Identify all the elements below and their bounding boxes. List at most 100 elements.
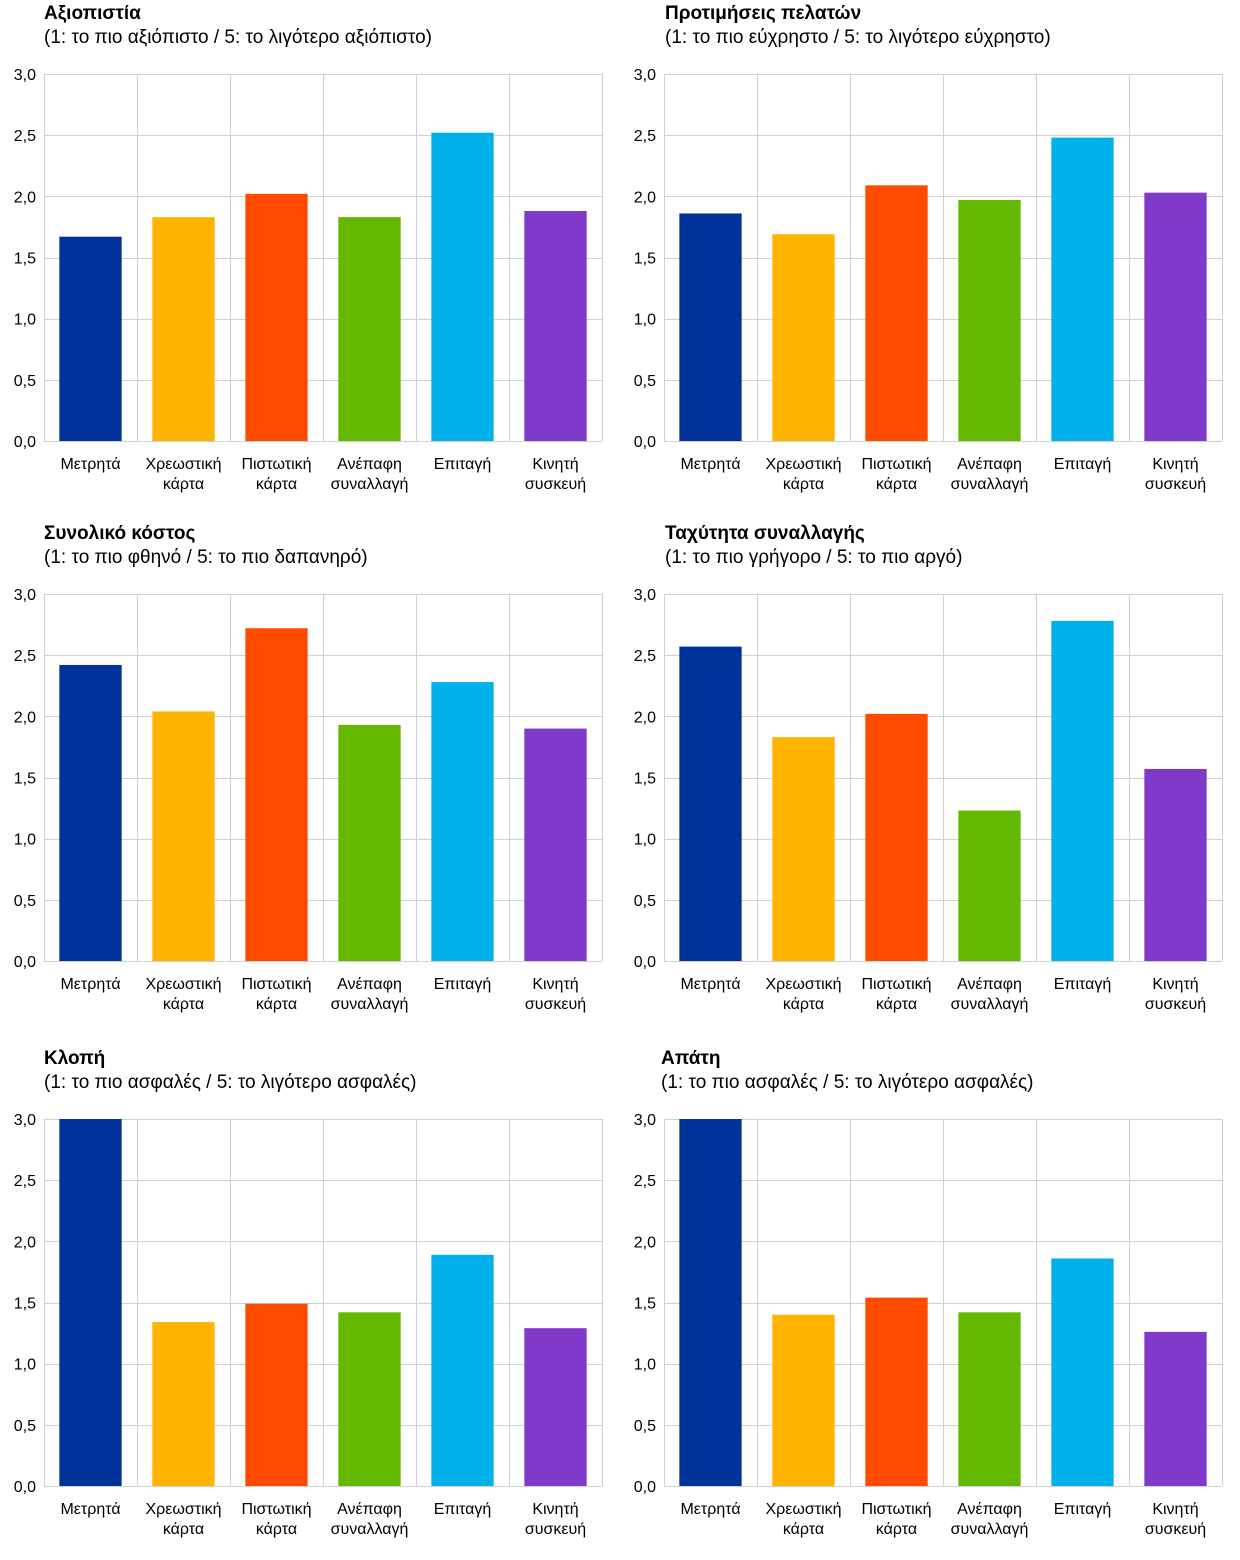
y-tick-label: 1,5 (634, 251, 656, 268)
x-category-label: Πιστωτική (861, 1501, 931, 1518)
x-category-label: κάρτα (876, 1521, 917, 1538)
x-category-label: κάρτα (163, 476, 204, 493)
y-tick-label: 3,0 (14, 67, 36, 84)
y-tick-label: 1,0 (14, 312, 36, 329)
chart-subtitle: (1: το πιο εύχρηστο / 5: το λιγότερο εύχ… (665, 27, 1051, 48)
bar (245, 628, 308, 961)
bar-chart-reliability: 0,0 0,5 1,0 1,5 2,0 2,5 3,0 Μετρητά Χρεωστική κάρ… (14, 67, 603, 493)
y-tick-label: 2,5 (634, 128, 656, 145)
x-category-label: Χρεωστική (145, 1501, 221, 1518)
bar (338, 1312, 401, 1486)
bar (1051, 1258, 1114, 1486)
chart-subtitle: (1: το πιο ασφαλές / 5: το λιγότερο ασφα… (44, 1072, 417, 1093)
gridlines (44, 1119, 603, 1487)
bar (958, 810, 1021, 961)
chart-subtitle: (1: το πιο αξιόπιστο / 5: το λιγότερο αξ… (44, 27, 432, 48)
x-category-label: κάρτα (876, 996, 917, 1013)
y-tick-label: 1,0 (14, 1357, 36, 1374)
bar (59, 236, 122, 441)
x-category-label: Κινητή (1152, 456, 1198, 473)
y-tick-label: 2,0 (14, 709, 36, 726)
x-category-label: κάρτα (783, 476, 824, 493)
x-category-label: Επιταγή (1054, 976, 1112, 993)
bar (152, 1322, 215, 1486)
x-category-label: κάρτα (256, 476, 297, 493)
y-tick-label: 1,0 (634, 832, 656, 849)
x-category-label: συναλλαγή (331, 996, 409, 1013)
x-category-label: Ανέπαφη (957, 976, 1022, 993)
x-category-label: Επιταγή (434, 1501, 492, 1518)
x-category-label: κάρτα (256, 1521, 297, 1538)
x-category-label: κάρτα (876, 476, 917, 493)
y-tick-label: 1,5 (634, 1296, 656, 1313)
x-category-label: Χρεωστική (145, 976, 221, 993)
bar (772, 234, 835, 441)
x-category-label: Ανέπαφη (337, 1501, 402, 1518)
chart-title: Κλοπή (44, 1048, 106, 1069)
y-tick-label: 0,0 (634, 954, 656, 971)
chart-subtitle: (1: το πιο γρήγορο / 5: το πιο αργό) (665, 547, 963, 568)
y-tick-label: 0,0 (14, 1479, 36, 1496)
x-category-label: συσκευή (1145, 1521, 1206, 1538)
bar (338, 724, 401, 961)
bar (1144, 192, 1207, 441)
x-category-label: Κινητή (532, 976, 578, 993)
x-category-label: Χρεωστική (765, 1501, 841, 1518)
x-category-label: Επιταγή (434, 976, 492, 993)
y-tick-label: 0,5 (14, 373, 36, 390)
x-category-label: Χρεωστική (765, 456, 841, 473)
y-tick-label: 1,5 (14, 771, 36, 788)
x-category-label: Ανέπαφη (957, 1501, 1022, 1518)
y-tick-label: 0,0 (634, 434, 656, 451)
y-tick-label: 1,0 (634, 312, 656, 329)
x-category-label: Χρεωστική (145, 456, 221, 473)
x-category-label: συναλλαγή (951, 476, 1029, 493)
x-category-label: κάρτα (783, 996, 824, 1013)
bar (524, 1328, 587, 1486)
x-category-label: Κινητή (532, 1501, 578, 1518)
gridlines (664, 1119, 1223, 1487)
chart-panel-total-cost: Συνολικό κόστος (1: το πιο φθηνό / 5: το… (0, 520, 620, 1035)
y-tick-label: 3,0 (634, 67, 656, 84)
chart-panel-fraud: Απάτη (1: το πιο ασφαλές / 5: το λιγότερ… (620, 1045, 1240, 1560)
x-category-label: Ανέπαφη (337, 456, 402, 473)
bar (245, 1303, 308, 1486)
gridlines (664, 74, 1223, 442)
y-tick-label: 3,0 (14, 587, 36, 604)
x-category-label: Κινητή (1152, 976, 1198, 993)
bar (679, 1119, 742, 1486)
x-category-label: συναλλαγή (331, 1521, 409, 1538)
x-category-label: Επιταγή (1054, 1501, 1112, 1518)
bar (431, 132, 494, 441)
x-category-label: Πιστωτική (861, 976, 931, 993)
y-tick-label: 0,5 (14, 1418, 36, 1435)
y-tick-label: 3,0 (14, 1112, 36, 1129)
x-category-label: Πιστωτική (241, 976, 311, 993)
x-category-label: Μετρητά (60, 1501, 120, 1518)
x-category-label: Κινητή (532, 456, 578, 473)
chart-title: Προτιμήσεις πελατών (665, 3, 862, 24)
chart-title: Αξιοπιστία (44, 3, 141, 24)
y-tick-label: 2,5 (634, 648, 656, 665)
y-tick-label: 1,0 (634, 1357, 656, 1374)
gridlines (664, 594, 1223, 962)
y-tick-label: 0,5 (634, 373, 656, 390)
bar (772, 1314, 835, 1486)
bar (152, 711, 215, 961)
chart-title: Ταχύτητα συναλλαγής (665, 523, 865, 544)
x-category-label: Μετρητά (680, 976, 740, 993)
bar (524, 211, 587, 441)
bar-chart-fraud: 0,0 0,5 1,0 1,5 2,0 2,5 3,0 Μετρητά Χρεωστική κάρ… (634, 1112, 1223, 1538)
chart-subtitle: (1: το πιο φθηνό / 5: το πιο δαπανηρό) (44, 547, 368, 568)
bar (1051, 137, 1114, 441)
y-tick-label: 0,5 (14, 893, 36, 910)
chart-panel-theft: Κλοπή (1: το πιο ασφαλές / 5: το λιγότερ… (0, 1045, 620, 1560)
bar (958, 200, 1021, 441)
x-category-label: Μετρητά (680, 1501, 740, 1518)
x-category-label: κάρτα (163, 1521, 204, 1538)
bar (865, 713, 928, 961)
bar (679, 213, 742, 441)
y-tick-label: 2,5 (14, 648, 36, 665)
x-category-label: συναλλαγή (951, 1521, 1029, 1538)
chart-panel-reliability: Αξιοπιστία (1: το πιο αξιόπιστο / 5: το … (0, 0, 620, 515)
